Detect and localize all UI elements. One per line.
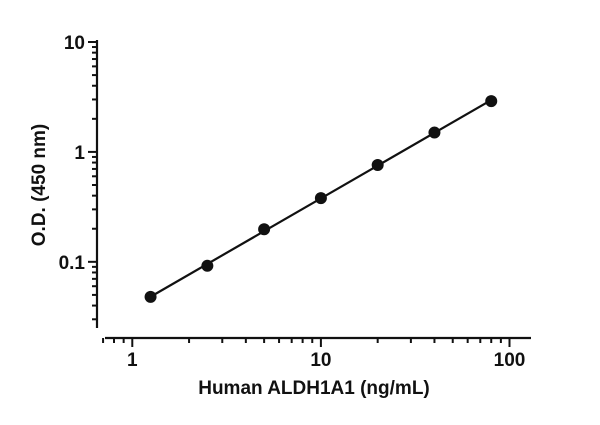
data-point [258, 223, 271, 236]
axes [95, 40, 531, 340]
data-point [201, 259, 214, 272]
y-tick-label: 1 [74, 143, 85, 164]
data-point [485, 95, 498, 108]
x-tick-label: 1 [127, 350, 138, 371]
x-tick-label: 10 [310, 350, 331, 371]
data-point [314, 192, 327, 205]
data-point [428, 126, 441, 139]
x-ticks [102, 338, 511, 347]
data-point [144, 290, 157, 303]
y-tick-label: 10 [64, 33, 85, 54]
data-points [144, 95, 498, 303]
y-tick-label: 0.1 [59, 253, 86, 274]
data-point [371, 159, 384, 172]
x-axis-title: Human ALDH1A1 (ng/mL) [198, 378, 430, 399]
y-tick-labels: 0.1 1 10 [59, 33, 86, 274]
x-tick-label: 100 [494, 350, 526, 371]
x-tick-labels: 1 10 100 [127, 350, 525, 371]
y-axis-title: O.D. (450 nm) [29, 124, 50, 246]
y-ticks [88, 41, 97, 321]
